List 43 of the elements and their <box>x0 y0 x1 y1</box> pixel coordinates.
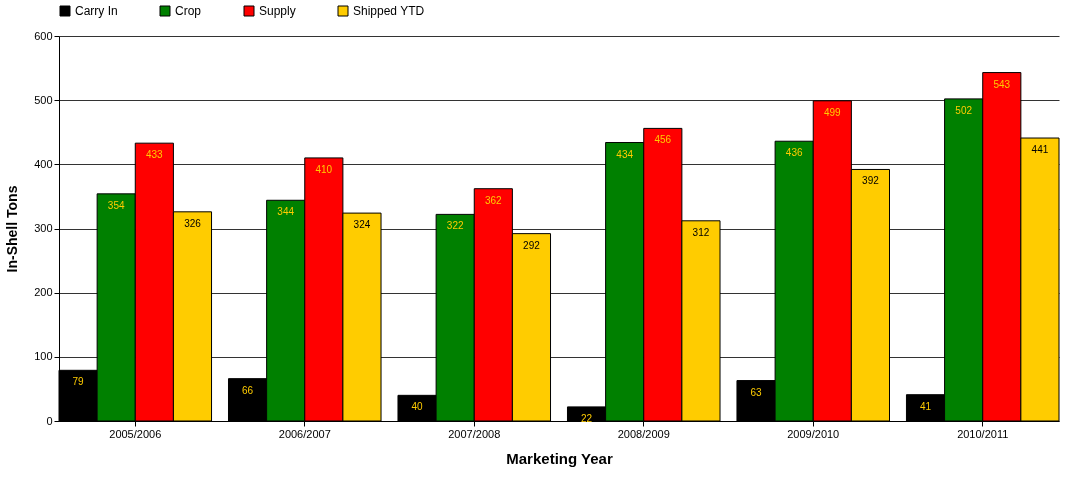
data-label: 40 <box>411 401 424 413</box>
x-tick-label: 2009/2010 <box>787 427 840 440</box>
data-label: 22 <box>580 412 593 424</box>
data-label: 344 <box>277 206 295 218</box>
data-label: 499 <box>823 106 842 118</box>
data-label: 410 <box>315 163 333 175</box>
data-label: 354 <box>107 199 125 211</box>
data-label: 392 <box>862 175 880 187</box>
data-label: 41 <box>919 400 932 412</box>
data-label: 326 <box>184 217 202 229</box>
data-label: 433 <box>146 149 164 161</box>
data-label: 502 <box>955 104 973 116</box>
data-label: 292 <box>523 239 541 251</box>
x-tick-label: 2010/2011 <box>957 427 1009 440</box>
data-label: 543 <box>993 78 1011 90</box>
legend-label: Shipped YTD <box>353 4 425 18</box>
x-tick-label: 2007/2008 <box>448 427 501 440</box>
data-label: 63 <box>750 386 763 398</box>
data-label: 66 <box>242 384 254 396</box>
data-label: 324 <box>353 219 371 231</box>
y-tick-label: 300 <box>34 222 53 234</box>
legend-label: Carry In <box>75 4 118 18</box>
x-tick-label: 2006/2007 <box>278 427 331 440</box>
data-label: 362 <box>484 194 503 206</box>
y-tick-label: 400 <box>34 157 53 170</box>
data-label: 436 <box>785 147 803 159</box>
y-tick-label: 500 <box>34 93 53 106</box>
legend-label: Supply <box>259 4 296 18</box>
y-axis-title: In-Shell Tons <box>4 185 21 273</box>
x-tick-label: 2008/2009 <box>617 427 670 440</box>
data-label: 434 <box>616 148 634 160</box>
x-axis-title: Marketing Year <box>506 449 613 467</box>
legend-label: Crop <box>175 4 202 18</box>
data-label: 79 <box>72 376 85 388</box>
data-label: 322 <box>446 220 464 232</box>
y-tick-label: 0 <box>46 414 53 427</box>
y-tick-label: 200 <box>34 286 53 299</box>
y-tick-label: 100 <box>34 350 53 363</box>
data-label: 441 <box>1031 144 1049 156</box>
data-label: 312 <box>692 226 710 238</box>
x-tick-label: 2005/2006 <box>109 427 162 440</box>
data-label: 456 <box>654 134 672 146</box>
y-tick-label: 600 <box>34 29 53 42</box>
